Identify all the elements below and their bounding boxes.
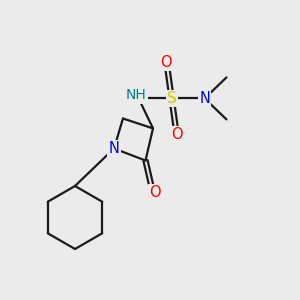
Text: O: O	[149, 185, 160, 200]
Text: N: N	[109, 141, 119, 156]
Text: O: O	[160, 55, 172, 70]
Text: S: S	[167, 91, 176, 106]
Text: NH: NH	[126, 88, 147, 102]
Text: O: O	[172, 127, 183, 142]
Text: N: N	[199, 91, 210, 106]
